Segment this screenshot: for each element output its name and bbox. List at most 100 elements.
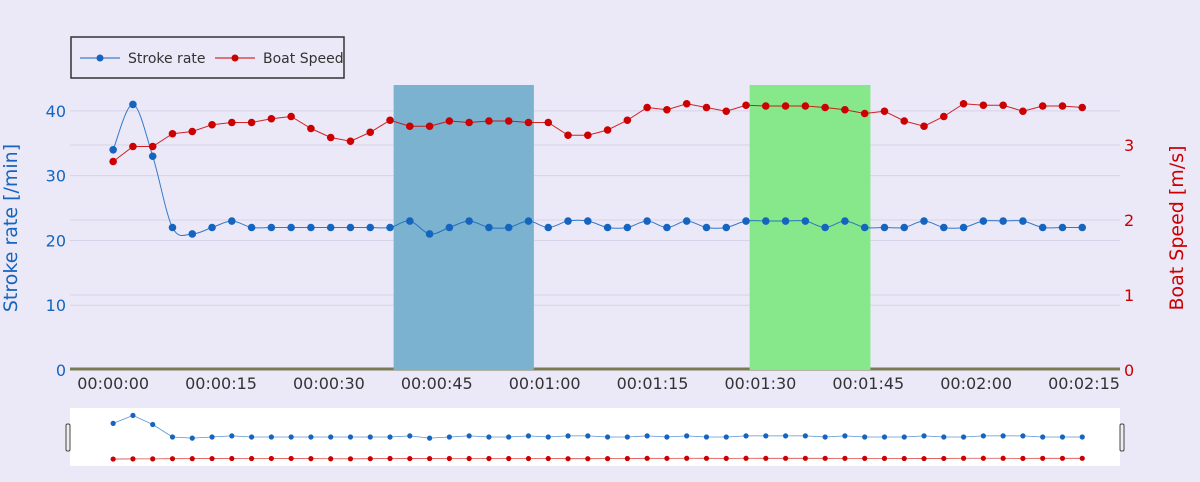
data-point-stroke-rate[interactable] xyxy=(959,223,968,232)
data-point-boat-speed[interactable] xyxy=(742,101,750,110)
data-point-stroke-rate[interactable] xyxy=(900,223,909,232)
data-point-stroke-rate[interactable] xyxy=(346,223,355,232)
data-point-boat-speed[interactable] xyxy=(1038,102,1047,110)
data-point-stroke-rate[interactable] xyxy=(228,217,236,225)
data-point-stroke-rate[interactable] xyxy=(267,223,276,232)
data-point-boat-speed[interactable] xyxy=(485,117,493,125)
data-point-stroke-rate[interactable] xyxy=(742,217,750,225)
data-point-boat-speed[interactable] xyxy=(841,105,849,114)
data-point-boat-speed[interactable] xyxy=(168,129,177,138)
data-point-boat-speed[interactable] xyxy=(900,117,909,125)
data-point-stroke-rate[interactable] xyxy=(109,145,117,154)
data-point-boat-speed[interactable] xyxy=(682,99,691,108)
data-point-boat-speed[interactable] xyxy=(623,116,632,125)
data-point-stroke-rate[interactable] xyxy=(445,223,454,232)
range-slider-right-handle[interactable] xyxy=(1119,423,1125,452)
data-point-stroke-rate[interactable] xyxy=(821,223,829,232)
data-point-boat-speed[interactable] xyxy=(445,117,454,125)
data-point-boat-speed[interactable] xyxy=(465,118,473,127)
data-point-stroke-rate[interactable] xyxy=(544,223,553,232)
data-point-stroke-rate[interactable] xyxy=(485,223,493,232)
data-point-stroke-rate[interactable] xyxy=(920,217,928,225)
data-point-boat-speed[interactable] xyxy=(386,116,394,125)
data-point-boat-speed[interactable] xyxy=(366,128,375,137)
data-point-stroke-rate[interactable] xyxy=(307,223,315,232)
data-point-boat-speed[interactable] xyxy=(959,99,968,108)
data-point-stroke-rate[interactable] xyxy=(247,223,256,232)
data-point-stroke-rate[interactable] xyxy=(208,223,216,232)
data-point-boat-speed[interactable] xyxy=(129,142,137,151)
data-point-stroke-rate[interactable] xyxy=(188,230,197,238)
data-point-boat-speed[interactable] xyxy=(781,102,790,110)
legend-label-stroke-rate[interactable]: Stroke rate xyxy=(128,51,206,67)
data-point-stroke-rate[interactable] xyxy=(801,217,810,225)
data-point-boat-speed[interactable] xyxy=(287,112,295,121)
data-point-stroke-rate[interactable] xyxy=(682,217,691,225)
data-point-stroke-rate[interactable] xyxy=(722,223,731,232)
data-point-stroke-rate[interactable] xyxy=(1078,223,1087,232)
data-point-boat-speed[interactable] xyxy=(940,112,948,121)
data-point-boat-speed[interactable] xyxy=(406,122,414,131)
data-point-stroke-rate[interactable] xyxy=(999,217,1007,225)
data-point-boat-speed[interactable] xyxy=(247,118,256,127)
data-point-boat-speed[interactable] xyxy=(524,118,533,127)
data-point-boat-speed[interactable] xyxy=(1078,103,1087,112)
data-point-boat-speed[interactable] xyxy=(228,118,236,127)
data-point-stroke-rate[interactable] xyxy=(584,217,592,225)
data-point-stroke-rate[interactable] xyxy=(979,217,988,225)
data-point-boat-speed[interactable] xyxy=(920,122,928,131)
data-point-stroke-rate[interactable] xyxy=(504,223,513,232)
data-point-stroke-rate[interactable] xyxy=(386,223,394,232)
data-point-boat-speed[interactable] xyxy=(326,133,335,142)
data-point-stroke-rate[interactable] xyxy=(762,217,770,225)
data-point-stroke-rate[interactable] xyxy=(781,217,790,225)
data-point-boat-speed[interactable] xyxy=(504,117,513,125)
data-point-boat-speed[interactable] xyxy=(880,107,889,116)
data-point-stroke-rate[interactable] xyxy=(287,223,295,232)
data-point-boat-speed[interactable] xyxy=(307,124,315,133)
data-point-boat-speed[interactable] xyxy=(821,103,829,112)
data-point-boat-speed[interactable] xyxy=(267,114,276,123)
data-point-stroke-rate[interactable] xyxy=(1019,217,1027,225)
data-point-boat-speed[interactable] xyxy=(208,120,216,129)
data-point-stroke-rate[interactable] xyxy=(406,217,414,225)
data-point-boat-speed[interactable] xyxy=(702,103,711,112)
data-point-stroke-rate[interactable] xyxy=(425,230,434,238)
data-point-stroke-rate[interactable] xyxy=(326,223,335,232)
data-point-boat-speed[interactable] xyxy=(544,118,553,127)
data-point-boat-speed[interactable] xyxy=(188,127,197,136)
data-point-stroke-rate[interactable] xyxy=(1038,223,1047,232)
data-point-stroke-rate[interactable] xyxy=(564,217,572,225)
data-point-stroke-rate[interactable] xyxy=(1058,223,1067,232)
legend-label-boat-speed[interactable]: Boat Speed xyxy=(263,51,344,67)
data-point-boat-speed[interactable] xyxy=(346,137,355,146)
data-point-stroke-rate[interactable] xyxy=(524,217,533,225)
data-point-stroke-rate[interactable] xyxy=(860,223,869,232)
data-point-stroke-rate[interactable] xyxy=(168,223,177,232)
range-slider-left-handle[interactable] xyxy=(65,423,71,452)
data-point-stroke-rate[interactable] xyxy=(702,223,711,232)
data-point-boat-speed[interactable] xyxy=(643,103,651,112)
data-point-stroke-rate[interactable] xyxy=(643,217,651,225)
data-point-boat-speed[interactable] xyxy=(979,101,988,110)
data-point-stroke-rate[interactable] xyxy=(940,223,948,232)
data-point-boat-speed[interactable] xyxy=(801,102,810,110)
legend[interactable]: Stroke rate Boat Speed xyxy=(70,36,345,79)
data-point-stroke-rate[interactable] xyxy=(623,223,632,232)
data-point-stroke-rate[interactable] xyxy=(603,223,612,232)
data-point-boat-speed[interactable] xyxy=(603,126,612,134)
data-point-stroke-rate[interactable] xyxy=(841,217,849,225)
data-point-boat-speed[interactable] xyxy=(564,131,572,140)
data-point-boat-speed[interactable] xyxy=(425,122,434,131)
data-point-boat-speed[interactable] xyxy=(584,131,592,140)
data-point-boat-speed[interactable] xyxy=(148,142,157,151)
range-slider[interactable] xyxy=(65,408,1125,466)
data-point-stroke-rate[interactable] xyxy=(366,223,375,232)
data-point-stroke-rate[interactable] xyxy=(465,217,473,225)
data-point-boat-speed[interactable] xyxy=(1019,107,1027,116)
data-point-boat-speed[interactable] xyxy=(762,102,770,110)
data-point-boat-speed[interactable] xyxy=(999,101,1007,110)
data-point-boat-speed[interactable] xyxy=(109,157,117,166)
data-point-boat-speed[interactable] xyxy=(1058,102,1067,110)
data-point-stroke-rate[interactable] xyxy=(129,100,137,109)
